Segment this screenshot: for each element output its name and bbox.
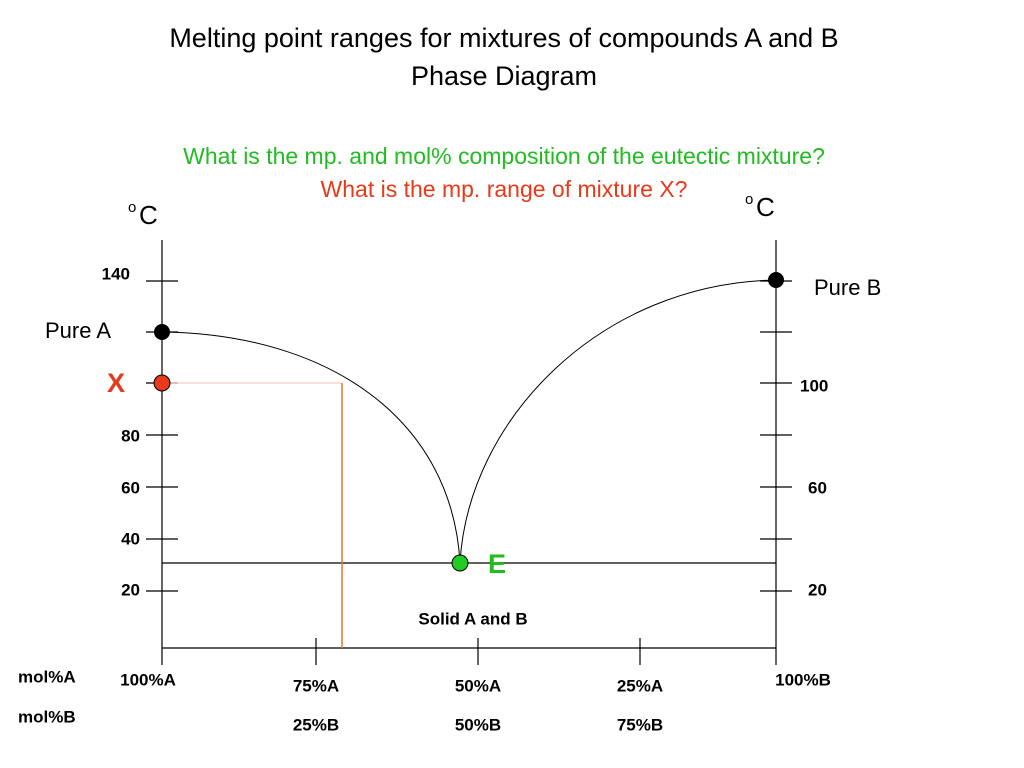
x-dot <box>153 374 171 392</box>
title: Melting point ranges for mixtures of com… <box>169 23 838 53</box>
unit-sup: o <box>745 191 753 208</box>
row-label: mol%A <box>18 667 76 686</box>
tick-label: 20 <box>808 580 827 599</box>
label: X <box>107 368 125 398</box>
row-label: mol%B <box>18 707 76 726</box>
composition: 100%A <box>120 670 176 689</box>
tick-label: 80 <box>121 426 140 445</box>
pure-b-dot <box>768 272 784 288</box>
pure-a-dot <box>154 324 170 340</box>
liquidus-b <box>459 279 777 564</box>
tick-label: 20 <box>121 580 140 599</box>
composition: 75%B <box>617 715 663 734</box>
tick-label: 60 <box>121 478 140 497</box>
tick-label: 100 <box>800 376 828 395</box>
liquidus-a <box>161 331 461 564</box>
composition: 25%A <box>617 676 663 695</box>
question: What is the mp. and mol% composition of … <box>183 143 825 169</box>
label: E <box>488 549 506 579</box>
composition: 25%B <box>293 715 339 734</box>
region-label: Solid A and B <box>418 609 527 628</box>
label: Pure B <box>814 275 881 300</box>
tick-label: 140 <box>102 264 130 283</box>
eutectic-dot <box>451 554 469 572</box>
composition: 75%A <box>293 676 339 695</box>
composition: 100%B <box>775 670 831 689</box>
composition: 50%A <box>455 676 501 695</box>
question: What is the mp. range of mixture X? <box>321 176 688 202</box>
tick-label: 60 <box>808 478 827 497</box>
unit-sup: o <box>128 199 136 216</box>
composition: 50%B <box>455 715 501 734</box>
axes <box>146 240 792 665</box>
unit: C <box>756 192 775 222</box>
label: Pure A <box>45 318 111 343</box>
tick-label: 40 <box>121 529 140 548</box>
subtitle: Phase Diagram <box>411 61 597 91</box>
unit: C <box>139 200 158 230</box>
